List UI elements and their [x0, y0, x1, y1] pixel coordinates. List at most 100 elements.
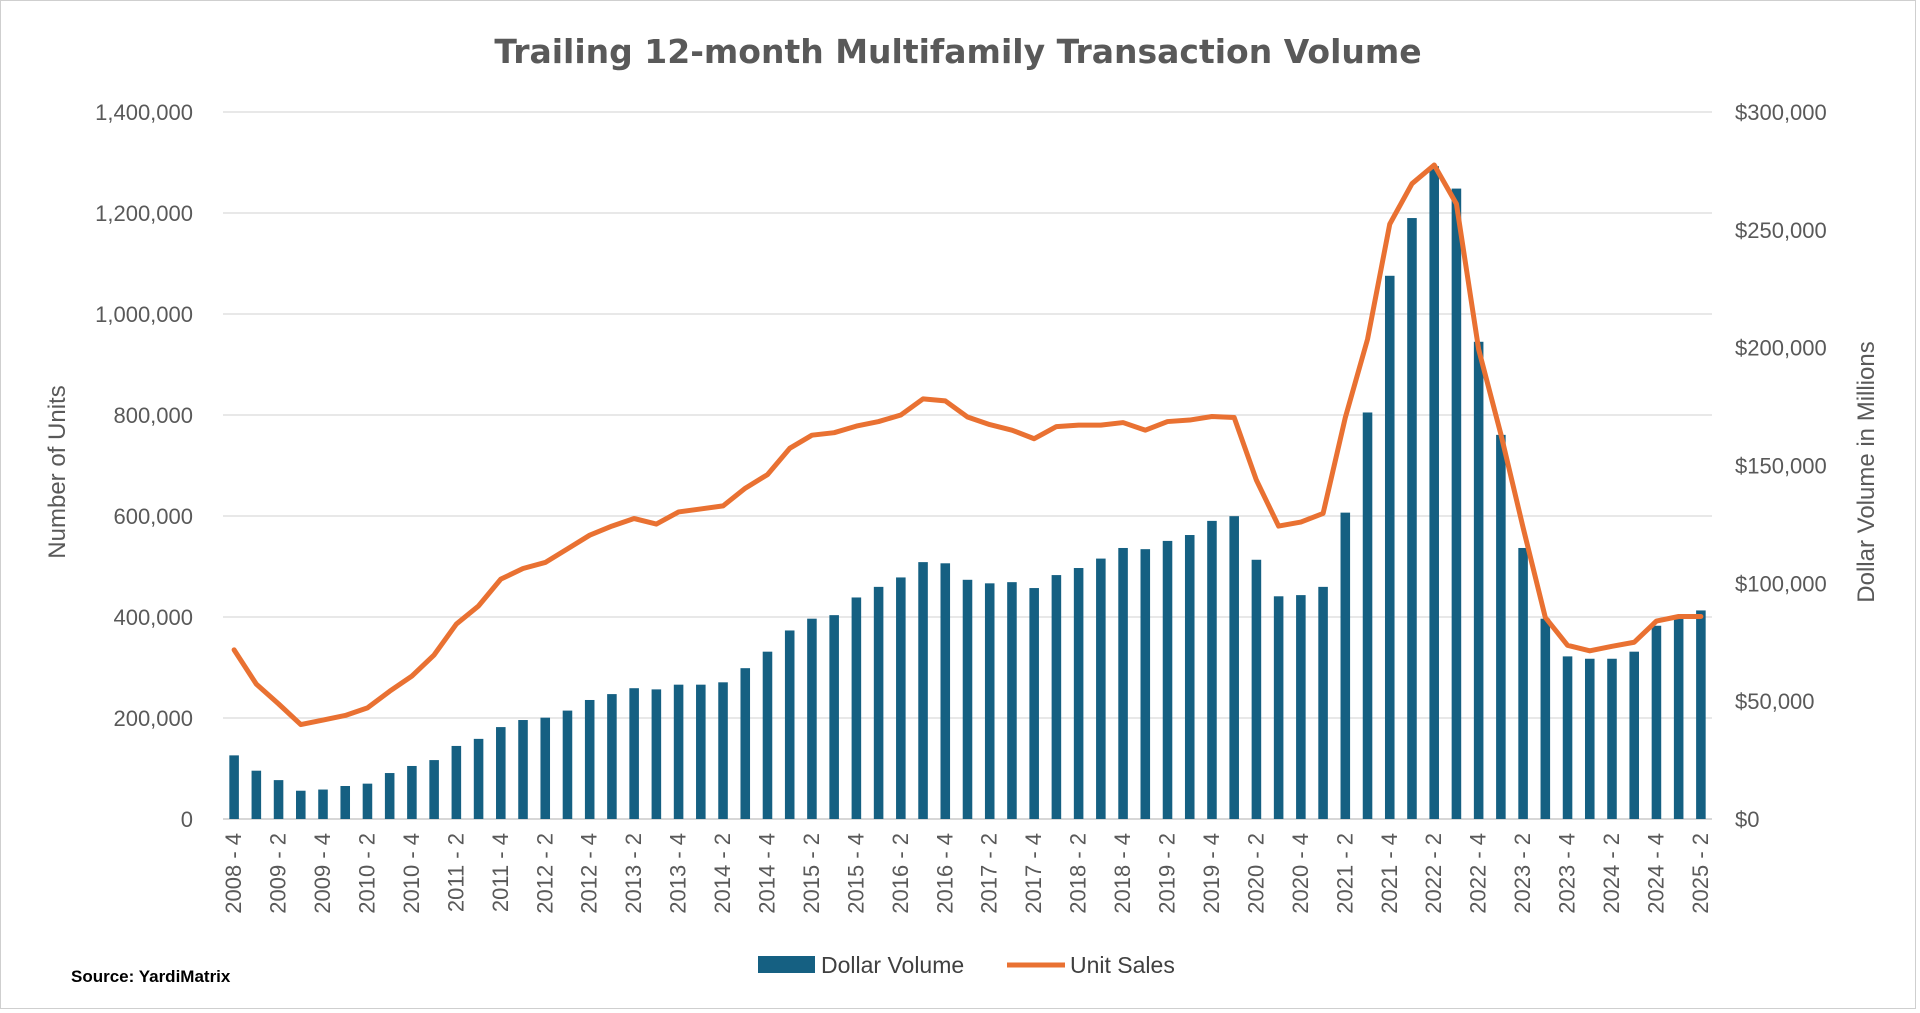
left-tick-label: 1,000,000	[95, 302, 193, 327]
dollar-volume-bar	[1229, 516, 1239, 819]
dollar-volume-bar	[1429, 166, 1439, 819]
x-tick-label: 2018 - 2	[1066, 833, 1091, 914]
x-tick-label: 2015 - 4	[843, 833, 868, 914]
legend-swatch-dollar-volume	[758, 956, 815, 973]
dollar-volume-bars	[229, 166, 1706, 820]
x-tick-label: 2025 - 2	[1688, 833, 1713, 914]
legend: Dollar Volume Unit Sales	[758, 952, 1175, 978]
dollar-volume-bar	[629, 688, 639, 819]
legend-label-unit-sales: Unit Sales	[1070, 952, 1175, 978]
x-tick-label: 2017 - 4	[1021, 833, 1046, 914]
dollar-volume-bar	[429, 760, 439, 819]
x-tick-label: 2011 - 2	[443, 833, 468, 912]
dollar-volume-bar	[784, 630, 795, 819]
left-tick-label: 1,200,000	[95, 201, 193, 226]
right-axis-title: Dollar Volume in Millions	[1853, 341, 1880, 602]
dollar-volume-bar	[1340, 512, 1351, 819]
dollar-volume-bar	[296, 790, 306, 819]
x-tick-label: 2012 - 4	[577, 833, 602, 914]
x-tick-label: 2014 - 2	[710, 833, 735, 914]
x-tick-label: 2013 - 4	[666, 833, 691, 914]
x-tick-label: 2019 - 4	[1199, 833, 1224, 914]
right-axis-ticks: $0 $50,000 $100,000 $150,000 $200,000 $250,00…	[1735, 100, 1827, 832]
dollar-volume-bar	[1251, 559, 1262, 819]
x-tick-label: 2009 - 2	[266, 833, 291, 914]
dollar-volume-bar	[1273, 596, 1284, 819]
right-tick-label: $300,000	[1735, 100, 1827, 125]
x-tick-label: 2012 - 2	[532, 833, 557, 914]
dollar-volume-bar	[607, 694, 617, 819]
x-tick-label: 2024 - 2	[1599, 833, 1624, 914]
dollar-volume-bar	[1162, 540, 1173, 819]
x-tick-label: 2024 - 4	[1643, 833, 1668, 914]
source-label: Source: YardiMatrix	[71, 967, 231, 986]
dollar-volume-bar	[1540, 618, 1551, 819]
x-tick-label: 2011 - 4	[488, 833, 513, 912]
dollar-volume-bar	[873, 586, 884, 819]
x-tick-label: 2017 - 2	[977, 833, 1002, 914]
dollar-volume-bar	[1296, 595, 1306, 819]
dollar-volume-bar	[740, 668, 751, 819]
left-tick-label: 1,400,000	[95, 100, 193, 125]
dollar-volume-bar	[1673, 617, 1684, 819]
x-tick-label: 2021 - 4	[1377, 833, 1402, 914]
dollar-volume-bar	[918, 562, 928, 819]
dollar-volume-bar	[1318, 586, 1328, 819]
dollar-volume-bar	[496, 727, 506, 819]
x-axis-ticks: 2008 - 4 2009 - 2 2009 - 4 2010 - 2 2010 - 4…	[221, 833, 1713, 914]
right-tick-label: $200,000	[1735, 336, 1827, 361]
dollar-volume-bar	[1451, 188, 1462, 819]
dollar-volume-bar	[229, 755, 239, 819]
left-tick-label: 600,000	[113, 504, 193, 529]
x-tick-label: 2022 - 2	[1421, 833, 1446, 914]
dollar-volume-bar	[318, 789, 328, 819]
dollar-volume-bar	[829, 615, 839, 819]
dollar-volume-bar	[340, 786, 351, 819]
dollar-volume-bar	[896, 577, 906, 819]
dollar-volume-bar	[1407, 218, 1417, 820]
dollar-volume-bar	[1518, 547, 1528, 819]
x-tick-label: 2016 - 2	[888, 833, 913, 914]
x-tick-label: 2023 - 2	[1510, 833, 1535, 914]
dollar-volume-bar	[584, 699, 595, 819]
dollar-volume-bar	[1584, 658, 1595, 819]
dollar-volume-bar	[1007, 582, 1017, 819]
right-tick-label: $50,000	[1735, 689, 1815, 714]
dollar-volume-bar	[1029, 588, 1039, 819]
dollar-volume-bar	[696, 684, 706, 819]
right-tick-label: $0	[1735, 807, 1759, 832]
dollar-volume-bar	[807, 618, 817, 819]
dollar-volume-bar	[940, 563, 951, 819]
left-tick-label: 400,000	[113, 605, 193, 630]
x-tick-label: 2021 - 2	[1332, 833, 1357, 914]
x-tick-label: 2015 - 2	[799, 833, 824, 914]
dollar-volume-bar	[1207, 520, 1217, 819]
left-tick-label: 200,000	[113, 706, 193, 731]
unit-sales-line-layer	[231, 162, 1704, 728]
left-tick-label: 0	[181, 807, 193, 832]
right-tick-label: $250,000	[1735, 218, 1827, 243]
x-tick-label: 2020 - 4	[1288, 833, 1313, 914]
x-tick-label: 2016 - 4	[932, 833, 957, 914]
dollar-volume-bar	[451, 745, 462, 819]
dollar-volume-bar	[1096, 558, 1106, 819]
x-tick-label: 2023 - 4	[1555, 833, 1580, 914]
unit-sales-line	[231, 162, 1704, 728]
dollar-volume-bar	[718, 682, 728, 819]
dollar-volume-bar	[762, 651, 773, 819]
dollar-volume-bar	[273, 780, 284, 819]
dollar-volume-bar	[1562, 656, 1573, 819]
dollar-volume-bar	[562, 710, 573, 819]
x-tick-label: 2009 - 4	[310, 833, 335, 914]
dollar-volume-bar	[1651, 625, 1662, 819]
dollar-volume-bar	[1696, 610, 1706, 819]
x-tick-label: 2022 - 4	[1466, 833, 1491, 914]
dollar-volume-bar	[1496, 434, 1506, 819]
chart-title: Trailing 12-month Multifamily Transactio…	[494, 32, 1421, 71]
dollar-volume-bar	[1118, 547, 1128, 819]
dollar-volume-bar	[1362, 412, 1373, 819]
dollar-volume-bar	[540, 717, 551, 819]
dollar-volume-bar	[362, 783, 373, 819]
x-tick-label: 2020 - 2	[1243, 833, 1268, 914]
